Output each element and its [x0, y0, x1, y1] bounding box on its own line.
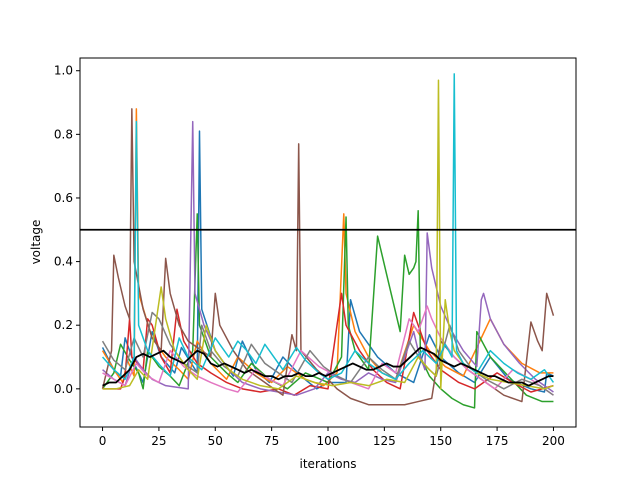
y-tick-label: 1.0: [54, 64, 73, 78]
mean-layer: [102, 346, 554, 387]
x-tick-label: 125: [373, 434, 396, 448]
plot-area: [80, 58, 576, 427]
x-axis-ticks: 0 25 50 75 100 125 150 175 200: [99, 427, 565, 448]
series-line-10: [101, 73, 555, 383]
series-layer: [101, 73, 555, 409]
x-tick-label: 50: [208, 434, 223, 448]
x-tick-label: 200: [542, 434, 565, 448]
x-tick-label: 150: [429, 434, 452, 448]
y-tick-label: 0.4: [54, 255, 73, 269]
x-tick-label: 0: [99, 434, 107, 448]
y-axis-label: voltage: [29, 220, 43, 265]
series-line-8: [101, 311, 554, 396]
y-tick-label: 0.0: [54, 382, 73, 396]
y-tick-label: 0.6: [54, 191, 73, 205]
x-tick-label: 25: [151, 434, 166, 448]
x-axis-label: iterations: [300, 457, 357, 471]
x-tick-label: 175: [486, 434, 509, 448]
y-axis-ticks: 0.0 0.2 0.4 0.6 0.8 1.0: [54, 64, 80, 396]
x-tick-label: 100: [317, 434, 340, 448]
series-line-4: [102, 292, 554, 396]
series-line-3: [101, 209, 554, 409]
y-tick-label: 0.8: [54, 127, 73, 141]
x-tick-label: 75: [264, 434, 279, 448]
y-tick-label: 0.2: [54, 318, 73, 332]
mean-line: [102, 346, 554, 387]
